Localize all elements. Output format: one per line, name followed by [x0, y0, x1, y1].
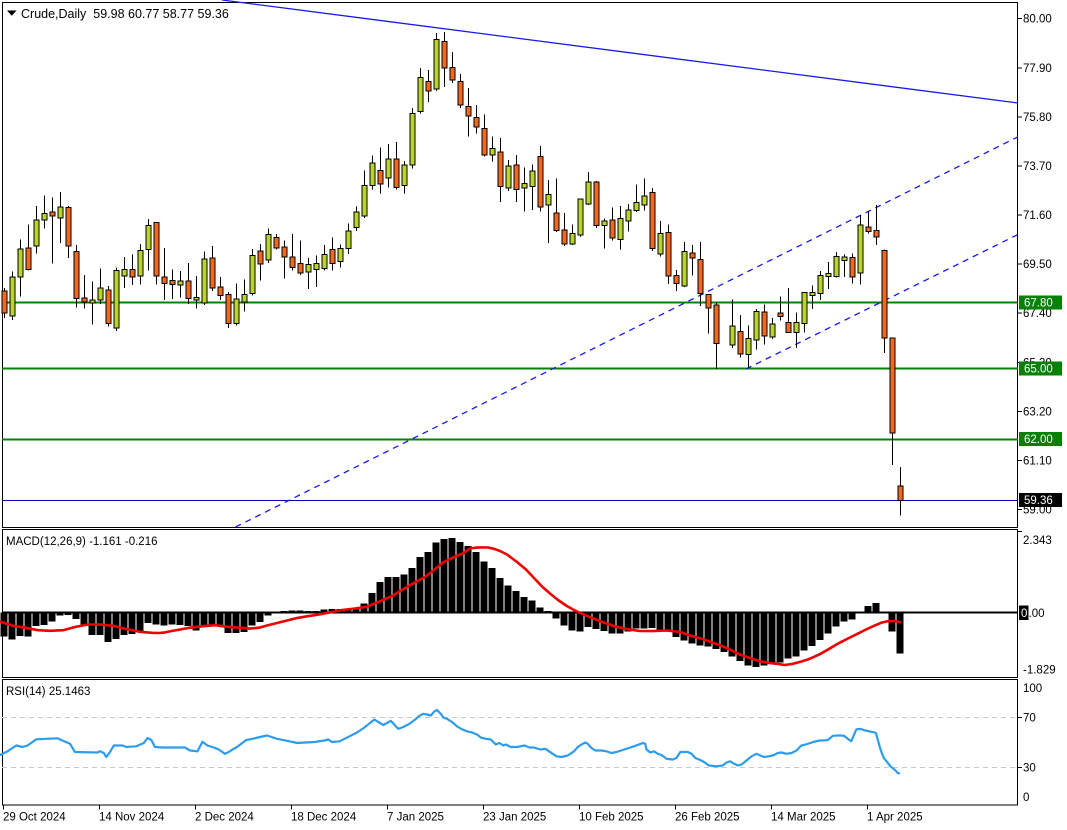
svg-text:Crude,Daily 59.98 60.77 58.77: Crude,Daily 59.98 60.77 58.77 59.36 [21, 7, 229, 21]
svg-text:59.00: 59.00 [1023, 505, 1052, 517]
svg-text:67.80: 67.80 [1024, 298, 1053, 310]
svg-text:.00: .00 [1029, 608, 1045, 620]
svg-text:63.20: 63.20 [1023, 406, 1052, 418]
svg-text:100: 100 [1023, 683, 1042, 695]
svg-text:14 Mar 2025: 14 Mar 2025 [771, 812, 836, 824]
svg-text:69.50: 69.50 [1023, 259, 1052, 271]
svg-text:65.00: 65.00 [1024, 363, 1053, 375]
svg-text:73.70: 73.70 [1023, 161, 1052, 173]
svg-text:2 Dec 2024: 2 Dec 2024 [195, 812, 254, 824]
svg-text:30: 30 [1023, 763, 1036, 775]
svg-text:62.00: 62.00 [1024, 434, 1053, 446]
svg-text:75.80: 75.80 [1023, 112, 1052, 124]
svg-text:1 Apr 2025: 1 Apr 2025 [867, 812, 923, 824]
svg-text:0: 0 [1023, 792, 1029, 804]
svg-text:RSI(14) 25.1463: RSI(14) 25.1463 [6, 686, 90, 698]
svg-text:MACD(12,26,9) -1.161 -0.216: MACD(12,26,9) -1.161 -0.216 [6, 536, 158, 548]
svg-text:80.00: 80.00 [1023, 14, 1052, 26]
svg-text:59.36: 59.36 [1024, 495, 1053, 507]
svg-text:7 Jan 2025: 7 Jan 2025 [387, 812, 444, 824]
svg-text:29 Oct 2024: 29 Oct 2024 [3, 812, 66, 824]
svg-text:71.60: 71.60 [1023, 210, 1052, 222]
svg-text:70: 70 [1023, 713, 1036, 725]
svg-text:2.343: 2.343 [1023, 535, 1052, 547]
svg-text:0: 0 [1021, 608, 1027, 620]
svg-text:-1.829: -1.829 [1023, 665, 1056, 677]
svg-text:10 Feb 2025: 10 Feb 2025 [579, 812, 644, 824]
svg-text:18 Dec 2024: 18 Dec 2024 [291, 812, 357, 824]
svg-text:61.10: 61.10 [1023, 456, 1052, 468]
svg-text:23 Jan 2025: 23 Jan 2025 [483, 812, 546, 824]
svg-text:26 Feb 2025: 26 Feb 2025 [675, 812, 740, 824]
svg-text:77.90: 77.90 [1023, 63, 1052, 75]
svg-text:67.40: 67.40 [1023, 308, 1052, 320]
svg-text:14 Nov 2024: 14 Nov 2024 [99, 812, 165, 824]
